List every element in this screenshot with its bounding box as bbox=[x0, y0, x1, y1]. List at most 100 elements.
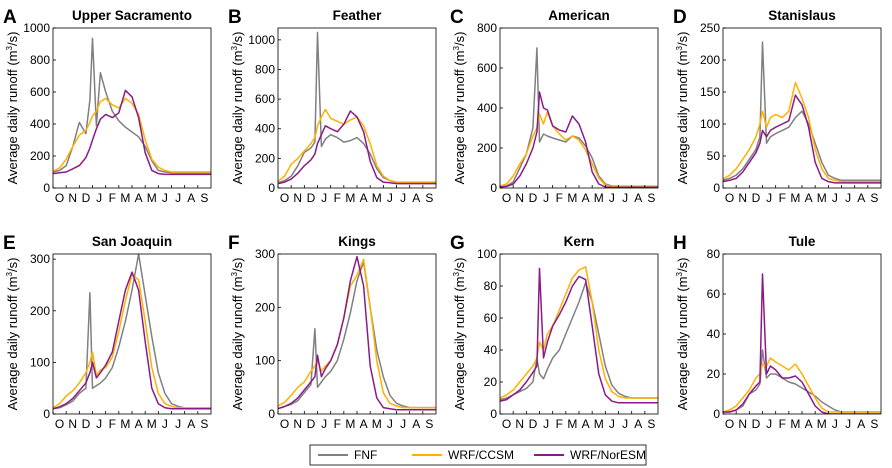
panel-title: Stanislaus bbox=[768, 8, 836, 23]
y-tick-label: 20 bbox=[707, 367, 721, 381]
x-tick-label: J bbox=[543, 191, 549, 205]
y-tick-label: 400 bbox=[255, 122, 275, 136]
x-tick-label: M bbox=[372, 417, 382, 431]
x-tick-label: J bbox=[622, 417, 628, 431]
series-fnf-line bbox=[278, 31, 436, 184]
x-tick-label: A bbox=[412, 191, 420, 205]
x-tick-label: S bbox=[870, 191, 878, 205]
series-fnf-line bbox=[723, 41, 881, 182]
x-tick-label: O bbox=[55, 417, 64, 431]
x-tick-label: F bbox=[109, 191, 116, 205]
x-tick-label: A bbox=[634, 191, 642, 205]
y-tick-label: 600 bbox=[30, 85, 50, 99]
x-tick-label: F bbox=[334, 417, 341, 431]
x-tick-label: J bbox=[321, 417, 327, 431]
x-tick-label: J bbox=[400, 191, 406, 205]
y-tick-label: 1000 bbox=[23, 21, 50, 35]
axes-box bbox=[499, 27, 659, 189]
y-axis-label: Average daily runoff (m3/s) bbox=[5, 258, 20, 411]
series-wrf-noresm-line bbox=[53, 89, 211, 176]
legend-label-2: WRF/NorESM bbox=[570, 448, 646, 462]
x-tick-label: A bbox=[805, 417, 813, 431]
x-tick-label: F bbox=[779, 191, 786, 205]
panel-letter: A bbox=[3, 7, 17, 28]
x-tick-label: D bbox=[82, 417, 91, 431]
x-tick-label: M bbox=[594, 191, 604, 205]
x-tick-label: N bbox=[293, 191, 302, 205]
series-fnf-line bbox=[53, 254, 211, 410]
y-tick-label: 0 bbox=[713, 407, 720, 421]
panel-title: Feather bbox=[333, 8, 383, 23]
y-tick-label: 80 bbox=[707, 247, 721, 261]
y-axis-label: Average daily runoff (m3/s) bbox=[452, 258, 467, 411]
x-tick-label: M bbox=[817, 191, 827, 205]
y-tick-label: 50 bbox=[707, 149, 721, 163]
x-tick-label: J bbox=[832, 417, 838, 431]
y-axis-label: Average daily runoff (m3/s) bbox=[452, 32, 467, 185]
x-tick-label: N bbox=[68, 417, 77, 431]
axes-box bbox=[52, 27, 212, 189]
y-tick-label: 0 bbox=[490, 407, 497, 421]
x-tick-label: F bbox=[556, 191, 563, 205]
x-tick-label: D bbox=[529, 191, 538, 205]
x-tick-label: A bbox=[634, 417, 642, 431]
y-tick-label: 200 bbox=[30, 149, 50, 163]
axes-box bbox=[722, 253, 882, 415]
series-fnf-line bbox=[53, 37, 211, 174]
y-tick-label: 300 bbox=[30, 252, 50, 266]
x-tick-label: O bbox=[502, 417, 511, 431]
x-tick-label: A bbox=[582, 191, 590, 205]
x-tick-label: A bbox=[360, 417, 368, 431]
x-tick-label: J bbox=[387, 417, 393, 431]
y-tick-label: 0 bbox=[268, 181, 275, 195]
x-tick-label: M bbox=[790, 417, 800, 431]
y-tick-label: 600 bbox=[255, 92, 275, 106]
x-tick-label: J bbox=[321, 191, 327, 205]
y-tick-label: 100 bbox=[477, 247, 497, 261]
y-tick-label: 20 bbox=[484, 375, 498, 389]
panel-title: Tule bbox=[789, 234, 816, 249]
x-tick-label: J bbox=[622, 191, 628, 205]
x-tick-label: M bbox=[567, 191, 577, 205]
x-tick-label: D bbox=[529, 417, 538, 431]
legend: FNF WRF/CCSM WRF/NorESM bbox=[309, 444, 647, 466]
x-tick-label: J bbox=[845, 191, 851, 205]
x-tick-label: N bbox=[68, 191, 77, 205]
x-tick-label: S bbox=[200, 191, 208, 205]
series-wrf-ccsm-line bbox=[723, 81, 881, 183]
x-tick-label: D bbox=[307, 191, 316, 205]
x-tick-label: J bbox=[832, 191, 838, 205]
axes-box bbox=[277, 27, 437, 189]
y-tick-label: 0 bbox=[490, 181, 497, 195]
series-wrf-noresm-line bbox=[500, 267, 658, 404]
x-tick-label: M bbox=[120, 191, 130, 205]
panel-letter: E bbox=[3, 233, 16, 254]
x-tick-label: M bbox=[594, 417, 604, 431]
x-tick-label: N bbox=[515, 191, 524, 205]
axes-box bbox=[277, 253, 437, 415]
panel-letter: C bbox=[450, 7, 464, 28]
x-tick-label: O bbox=[55, 191, 64, 205]
legend-label-1: WRF/CCSM bbox=[448, 448, 514, 462]
series-wrf-noresm-line bbox=[723, 94, 881, 184]
x-tick-label: M bbox=[372, 191, 382, 205]
y-axis-label: Average daily runoff (m3/s) bbox=[675, 32, 690, 185]
series-wrf-ccsm-line bbox=[53, 273, 211, 409]
x-tick-label: D bbox=[752, 191, 761, 205]
x-tick-label: J bbox=[766, 417, 772, 431]
x-tick-label: N bbox=[515, 417, 524, 431]
y-tick-label: 40 bbox=[707, 327, 721, 341]
y-tick-label: 250 bbox=[700, 21, 720, 35]
series-fnf-line bbox=[500, 47, 658, 188]
y-tick-label: 60 bbox=[484, 311, 498, 325]
series-wrf-ccsm-line bbox=[278, 108, 436, 183]
series-wrf-ccsm-line bbox=[53, 97, 211, 173]
x-tick-label: J bbox=[543, 417, 549, 431]
x-tick-label: A bbox=[857, 191, 865, 205]
x-tick-label: O bbox=[280, 417, 289, 431]
x-tick-label: O bbox=[280, 191, 289, 205]
